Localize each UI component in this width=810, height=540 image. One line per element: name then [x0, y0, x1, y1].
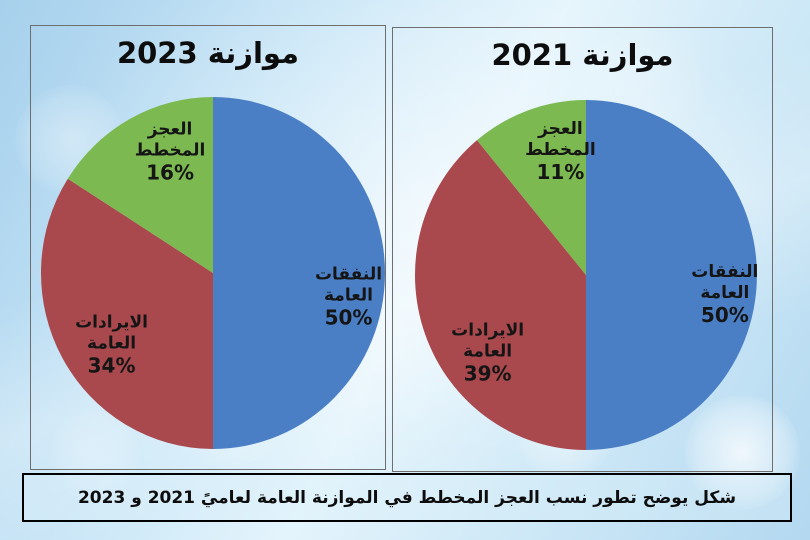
- pie-slice-1: [41, 178, 213, 449]
- pie-slice-label-0: النفقات العامة 50%: [315, 264, 382, 329]
- pie-slice-label-0: النفقات العامة 50%: [691, 262, 758, 327]
- pie-slice-2: [67, 97, 213, 273]
- pie-slice-2: [477, 100, 586, 275]
- pie-slice-label-2: العجز المخطط 16%: [135, 119, 206, 184]
- pie-slice-label-2: العجز المخطط 11%: [525, 119, 596, 184]
- pie-slice-label-1: الايرادات العامة 34%: [75, 313, 148, 378]
- budget-2021-panel: موازنة 2021 النفقات العامة 50% الايرادات الع…: [392, 27, 773, 472]
- chart-title-2023: موازنة 2023: [116, 36, 300, 70]
- pie-slice-0: [586, 100, 757, 450]
- pie-slice-0: [213, 97, 385, 449]
- pie-chart-2021: النفقات العامة 50% الايرادات العامة 39% العجز ا…: [414, 100, 758, 450]
- budget-2023-panel: موازنة 2023 النفقات العامة 50% الايرادات الع…: [30, 25, 386, 470]
- pie-slice-label-1: الايرادات العامة 39%: [451, 321, 524, 386]
- figure-caption-box: شكل يوضح تطور نسب العجز المخطط في المواز…: [22, 473, 792, 522]
- chart-title-2021: موازنة 2021: [491, 38, 674, 72]
- pie-chart-2023: النفقات العامة 50% الايرادات العامة 34% العجز ا…: [41, 97, 385, 449]
- figure-caption-text: شكل يوضح تطور نسب العجز المخطط في المواز…: [77, 487, 737, 508]
- pie-slice-1: [414, 140, 586, 450]
